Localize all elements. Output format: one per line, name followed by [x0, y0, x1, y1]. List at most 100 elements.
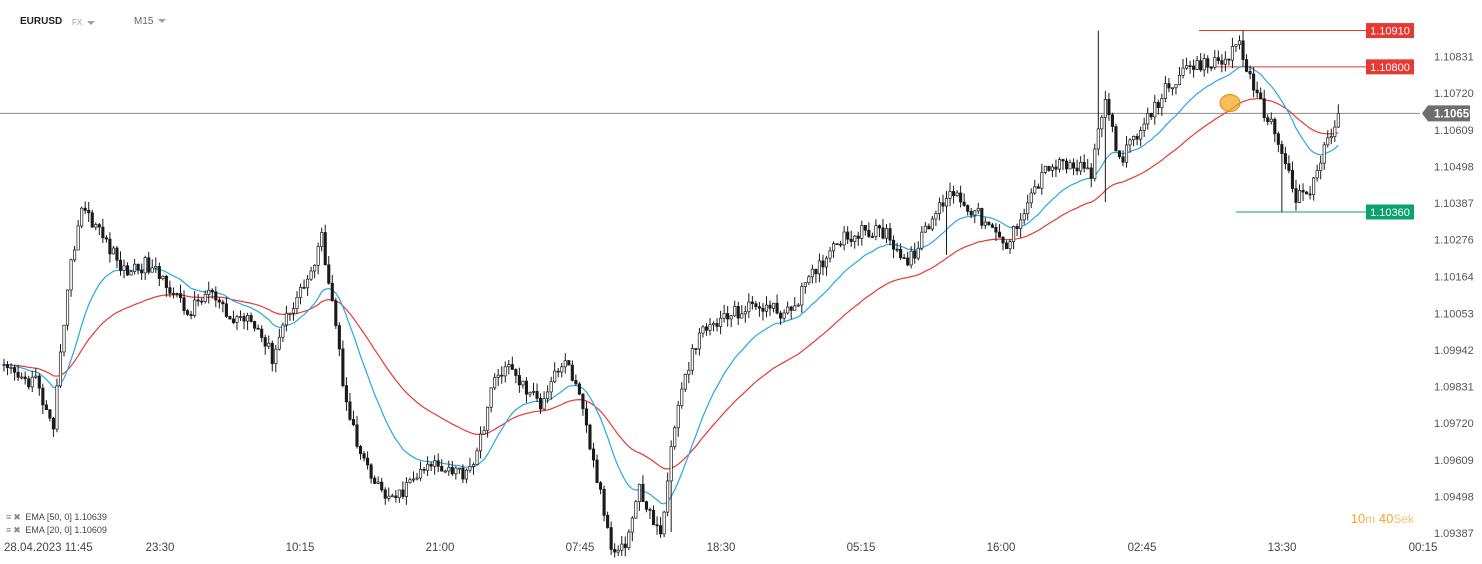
- candle-body: [65, 289, 70, 326]
- market-dropdown[interactable]: FX: [72, 18, 96, 27]
- countdown-seconds: 40: [1378, 511, 1394, 526]
- candle-body: [1149, 112, 1153, 118]
- candle-body: [415, 477, 419, 480]
- candle-body: [1170, 87, 1174, 90]
- candle-body: [175, 293, 179, 295]
- candle-body: [277, 336, 281, 350]
- candle-body: [764, 304, 769, 312]
- price-level-label: 1.10800: [1370, 62, 1410, 74]
- candle-body: [90, 212, 94, 228]
- candle-body: [1234, 44, 1238, 47]
- chevron-down-icon: [87, 20, 96, 25]
- candle-body: [669, 446, 673, 482]
- candle-body: [708, 324, 712, 331]
- candle-body: [295, 297, 299, 309]
- close-icon[interactable]: ✖: [13, 525, 21, 535]
- candle-body: [62, 324, 66, 353]
- candle-body: [408, 479, 412, 483]
- price-level-label: 1.10910: [1370, 26, 1410, 38]
- x-tick-label: 10:15: [286, 542, 315, 554]
- candle-body: [1079, 161, 1083, 172]
- candle-body: [422, 468, 426, 471]
- candle-body: [644, 501, 649, 510]
- legend-ema50[interactable]: ≡ ✖ EMA [50, 0] 1.10639: [6, 512, 107, 523]
- candle-body: [178, 293, 183, 299]
- candle-body: [1061, 159, 1065, 162]
- candle-body: [1276, 133, 1280, 145]
- candle-body: [803, 282, 807, 287]
- candle-body: [1245, 59, 1249, 72]
- candle-body: [1086, 167, 1090, 170]
- candle-body: [1135, 136, 1139, 140]
- legend-ema20[interactable]: ≡ ✖ EMA [20, 0] 1.10609: [6, 525, 107, 536]
- candle-body: [655, 524, 659, 527]
- candle-body: [835, 243, 839, 246]
- candle-body: [800, 286, 804, 306]
- candle-body: [524, 380, 528, 395]
- x-tick-label: 16:00: [987, 542, 1016, 554]
- candle-body: [952, 191, 956, 196]
- candle-body: [1188, 65, 1192, 67]
- candle-body: [468, 465, 472, 471]
- candle-body: [16, 371, 20, 378]
- candle-body: [256, 327, 260, 330]
- candle-body: [1241, 40, 1245, 60]
- y-tick-label: 1.10720: [1434, 88, 1474, 100]
- candle-body: [881, 227, 885, 239]
- candle-body: [517, 375, 521, 386]
- candle-body: [235, 316, 239, 323]
- candle-body: [500, 374, 504, 377]
- candle-body: [454, 467, 458, 475]
- y-tick-label: 1.10164: [1434, 272, 1474, 284]
- candle-body: [284, 312, 288, 326]
- price-level-tag[interactable]: [1366, 23, 1414, 39]
- candle-body: [154, 266, 158, 269]
- candle-body: [1139, 130, 1143, 140]
- candle-body: [118, 259, 123, 271]
- candle-body: [461, 467, 465, 480]
- candle-body: [722, 313, 726, 319]
- candle-body: [411, 478, 416, 481]
- x-tick-label: 23:30: [146, 542, 175, 554]
- candle-body: [690, 348, 694, 371]
- candle-body: [729, 315, 733, 320]
- candle-body: [140, 269, 144, 274]
- candle-body: [1273, 118, 1277, 135]
- candle-body: [479, 433, 483, 452]
- candle-body: [1308, 193, 1312, 196]
- candle-body: [969, 211, 973, 216]
- symbol-label[interactable]: EURUSD: [20, 16, 63, 27]
- candle-body: [528, 391, 532, 395]
- candle-body: [1336, 113, 1340, 128]
- candle-body: [246, 315, 250, 322]
- ema50-line: [3, 98, 1339, 470]
- timeframe-dropdown[interactable]: M15: [134, 16, 167, 27]
- close-icon[interactable]: ✖: [13, 512, 21, 522]
- candle-body: [934, 213, 938, 220]
- candle-body: [1163, 83, 1167, 99]
- candle-body: [507, 364, 511, 368]
- candle-body: [387, 495, 391, 499]
- candle-body: [348, 401, 352, 420]
- candle-body: [775, 302, 779, 314]
- candle-body: [94, 224, 98, 228]
- candle-body: [1266, 117, 1270, 123]
- y-tick-label: 1.09831: [1434, 382, 1474, 394]
- candle-body: [274, 348, 278, 364]
- candle-body: [521, 380, 525, 386]
- candle-body: [298, 286, 303, 298]
- menu-icon[interactable]: ≡: [6, 525, 12, 535]
- candle-body: [581, 393, 585, 410]
- candle-body: [440, 465, 444, 472]
- candle-body: [920, 231, 924, 249]
- price-level-tag[interactable]: [1366, 59, 1414, 75]
- candle-body: [740, 313, 744, 319]
- candle-body: [447, 467, 451, 472]
- candle-body: [1128, 139, 1132, 146]
- candle-body: [351, 419, 356, 426]
- price-level-tag[interactable]: [1366, 204, 1414, 220]
- menu-icon[interactable]: ≡: [6, 512, 12, 522]
- candle-body: [161, 275, 165, 280]
- candle-body: [1050, 166, 1054, 171]
